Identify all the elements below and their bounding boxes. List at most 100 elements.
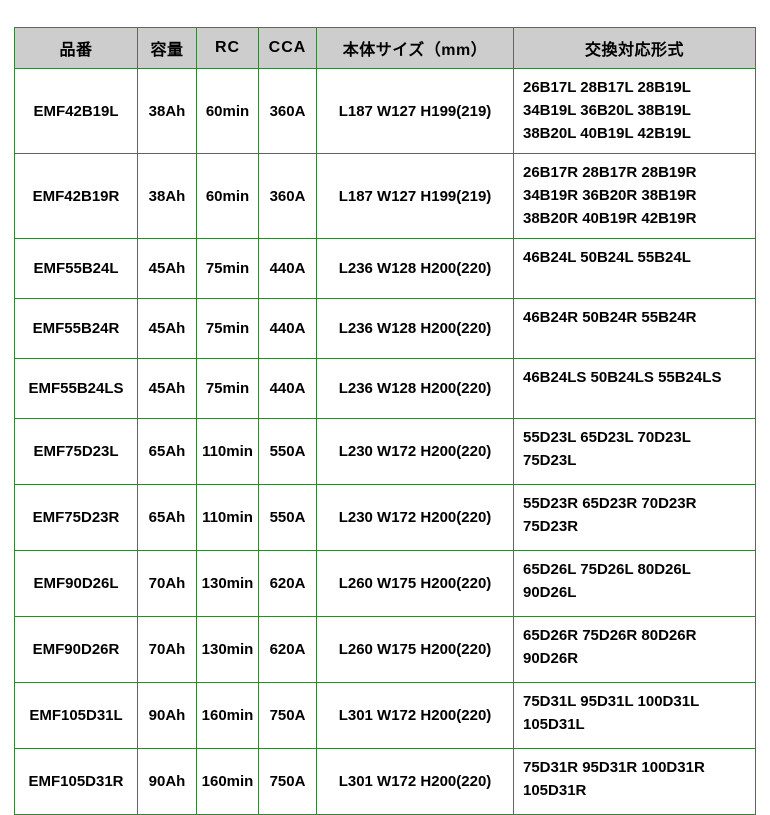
rc-cell: 60min xyxy=(196,153,259,239)
header-cca: CCA xyxy=(258,27,317,69)
table-body: EMF42B19L 38Ah 60min 360A L187 W127 H199(219… xyxy=(14,68,756,815)
compatible-type-line: 26B17R 28B17R 28B19R xyxy=(523,164,697,181)
compatible-type-line: 75D31R 95D31R 100D31R xyxy=(523,759,705,776)
rc-cell: 75min xyxy=(196,358,259,419)
table-row: EMF75D23R 65Ah 110min 550A L230 W172 H200(22… xyxy=(14,484,756,551)
body-size-cell: L301 W172 H200(220) xyxy=(316,682,514,749)
rc-cell: 75min xyxy=(196,238,259,299)
compatible-type-line: 34B19R 36B20R 38B19R xyxy=(523,187,697,204)
part-number-cell: EMF75D23R xyxy=(14,484,138,551)
compatible-type-line: 75D31L 95D31L 100D31L xyxy=(523,693,700,710)
compatible-type-line: 65D26L 75D26L 80D26L xyxy=(523,561,691,578)
part-number-cell: EMF90D26R xyxy=(14,616,138,683)
header-rc: RC xyxy=(196,27,259,69)
capacity-cell: 45Ah xyxy=(137,238,197,299)
table-header-row: 品番 容量 RC CCA 本体サイズ（mm） 交換対応形式 xyxy=(14,27,756,69)
cca-cell: 360A xyxy=(258,153,317,239)
compatible-type-line: 46B24LS 50B24LS 55B24LS xyxy=(523,369,722,386)
table-row: EMF42B19L 38Ah 60min 360A L187 W127 H199(219… xyxy=(14,68,756,154)
table-row: EMF90D26R 70Ah 130min 620A L260 W175 H200(22… xyxy=(14,616,756,683)
cca-cell: 550A xyxy=(258,484,317,551)
rc-cell: 160min xyxy=(196,748,259,815)
body-size-cell: L236 W128 H200(220) xyxy=(316,298,514,359)
body-size-cell: L301 W172 H200(220) xyxy=(316,748,514,815)
compatible-type-line: 46B24R 50B24R 55B24R xyxy=(523,309,697,326)
rc-cell: 110min xyxy=(196,418,259,485)
body-size-cell: L230 W172 H200(220) xyxy=(316,418,514,485)
rc-cell: 130min xyxy=(196,616,259,683)
table-header: 品番 容量 RC CCA 本体サイズ（mm） 交換対応形式 xyxy=(14,27,756,69)
body-size-cell: L260 W175 H200(220) xyxy=(316,616,514,683)
compatible-types-cell: 26B17L 28B17L 28B19L 34B19L 36B20L 38B19L… xyxy=(513,68,756,154)
part-number-cell: EMF90D26L xyxy=(14,550,138,617)
cca-cell: 750A xyxy=(258,682,317,749)
body-size-cell: L236 W128 H200(220) xyxy=(316,238,514,299)
table-row: EMF42B19R 38Ah 60min 360A L187 W127 H199(219… xyxy=(14,153,756,239)
compatible-type-line: 34B19L 36B20L 38B19L xyxy=(523,102,691,119)
compatible-type-line: 105D31R xyxy=(523,782,587,799)
compatible-types-cell: 55D23R 65D23R 70D23R 75D23R xyxy=(513,484,756,551)
compatible-type-line: 46B24L 50B24L 55B24L xyxy=(523,249,691,266)
cca-cell: 550A xyxy=(258,418,317,485)
rc-cell: 75min xyxy=(196,298,259,359)
compatible-types-cell: 26B17R 28B17R 28B19R 34B19R 36B20R 38B19R… xyxy=(513,153,756,239)
compatible-types-cell: 46B24R 50B24R 55B24R xyxy=(513,298,756,359)
body-size-cell: L187 W127 H199(219) xyxy=(316,68,514,154)
body-size-cell: L230 W172 H200(220) xyxy=(316,484,514,551)
compatible-type-line: 65D26R 75D26R 80D26R xyxy=(523,627,697,644)
compatible-types-cell: 65D26L 75D26L 80D26L 90D26L xyxy=(513,550,756,617)
part-number-cell: EMF55B24R xyxy=(14,298,138,359)
cca-cell: 620A xyxy=(258,550,317,617)
part-number-cell: EMF42B19R xyxy=(14,153,138,239)
table-row: EMF75D23L 65Ah 110min 550A L230 W172 H200(22… xyxy=(14,418,756,485)
capacity-cell: 90Ah xyxy=(137,682,197,749)
cca-cell: 750A xyxy=(258,748,317,815)
compatible-type-line: 55D23L 65D23L 70D23L xyxy=(523,429,691,446)
capacity-cell: 38Ah xyxy=(137,68,197,154)
table-row: EMF105D31R 90Ah 160min 750A L301 W172 H200(2… xyxy=(14,748,756,815)
battery-spec-table: 品番 容量 RC CCA 本体サイズ（mm） 交換対応形式 EMF42B19L 3… xyxy=(14,27,756,815)
table-row: EMF55B24R 45Ah 75min 440A L236 W128 H200(220… xyxy=(14,298,756,359)
compatible-type-line: 75D23L xyxy=(523,452,577,469)
compatible-type-line: 90D26L xyxy=(523,584,577,601)
compatible-type-line: 38B20R 40B19R 42B19R xyxy=(523,210,697,227)
header-part-number: 品番 xyxy=(14,27,138,69)
cca-cell: 440A xyxy=(258,358,317,419)
rc-cell: 60min xyxy=(196,68,259,154)
cca-cell: 620A xyxy=(258,616,317,683)
cca-cell: 440A xyxy=(258,298,317,359)
compatible-type-line: 90D26R xyxy=(523,650,579,667)
body-size-cell: L260 W175 H200(220) xyxy=(316,550,514,617)
part-number-cell: EMF55B24LS xyxy=(14,358,138,419)
capacity-cell: 70Ah xyxy=(137,550,197,617)
table-row: EMF55B24L 45Ah 75min 440A L236 W128 H200(220… xyxy=(14,238,756,299)
body-size-cell: L187 W127 H199(219) xyxy=(316,153,514,239)
compatible-type-line: 26B17L 28B17L 28B19L xyxy=(523,79,691,96)
table-row: EMF55B24LS 45Ah 75min 440A L236 W128 H200(22… xyxy=(14,358,756,419)
header-body-size: 本体サイズ（mm） xyxy=(316,27,514,69)
capacity-cell: 45Ah xyxy=(137,358,197,419)
body-size-cell: L236 W128 H200(220) xyxy=(316,358,514,419)
part-number-cell: EMF55B24L xyxy=(14,238,138,299)
compatible-types-cell: 46B24LS 50B24LS 55B24LS xyxy=(513,358,756,419)
capacity-cell: 65Ah xyxy=(137,484,197,551)
compatible-type-line: 75D23R xyxy=(523,518,579,535)
cca-cell: 440A xyxy=(258,238,317,299)
compatible-type-line: 105D31L xyxy=(523,716,585,733)
rc-cell: 130min xyxy=(196,550,259,617)
capacity-cell: 90Ah xyxy=(137,748,197,815)
cca-cell: 360A xyxy=(258,68,317,154)
spec-table-container: 品番 容量 RC CCA 本体サイズ（mm） 交換対応形式 EMF42B19L 3… xyxy=(14,27,756,815)
part-number-cell: EMF105D31R xyxy=(14,748,138,815)
header-compatible-types: 交換対応形式 xyxy=(513,27,756,69)
capacity-cell: 70Ah xyxy=(137,616,197,683)
part-number-cell: EMF75D23L xyxy=(14,418,138,485)
compatible-type-line: 38B20L 40B19L 42B19L xyxy=(523,125,691,142)
capacity-cell: 38Ah xyxy=(137,153,197,239)
header-capacity: 容量 xyxy=(137,27,197,69)
part-number-cell: EMF105D31L xyxy=(14,682,138,749)
capacity-cell: 65Ah xyxy=(137,418,197,485)
compatible-types-cell: 75D31R 95D31R 100D31R 105D31R xyxy=(513,748,756,815)
compatible-type-line: 55D23R 65D23R 70D23R xyxy=(523,495,697,512)
compatible-types-cell: 46B24L 50B24L 55B24L xyxy=(513,238,756,299)
